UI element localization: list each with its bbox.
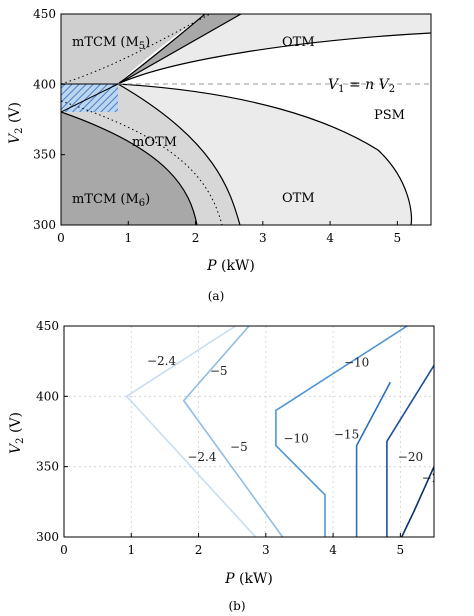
x-tick-label-b: 1: [127, 543, 135, 557]
axes-frame-a: [60, 13, 432, 226]
panel-a: 0 1 2 3 4 5 300 350 400 450 mTCM (M5) OTM mOTM mT…: [7, 7, 432, 303]
boundary-dotted-lower: [61, 100, 223, 225]
contour-line: [182, 326, 284, 537]
contour-label: −5: [230, 440, 248, 454]
region-mtcm5: [61, 14, 205, 84]
contour-line: [355, 381, 392, 537]
panel-b: −2.4 −5 −10 −15 −20 −2.4 −5 −10 −2 0 1 2 3 4 5 300 350 4…: [8, 319, 440, 613]
contour-line: [125, 326, 257, 537]
x-tick-label-a: 0: [57, 231, 65, 245]
contour-line: [400, 466, 434, 537]
contour-label: −15: [334, 427, 359, 441]
boundary-dotted-upper: [61, 14, 211, 85]
axis-ticks-a: 0 1 2 3 4 5 300 350 400 450: [33, 7, 401, 245]
boundary-psm-upper: [117, 32, 431, 85]
axes-frame-b: [63, 325, 435, 538]
contour-label: −20: [398, 450, 423, 464]
region-label-otm-upper: OTM: [282, 35, 315, 50]
y-tick-label-b: 300: [36, 530, 59, 544]
contour-label: −2: [422, 471, 440, 485]
contour-label: −2.4: [147, 354, 177, 368]
y-tick-label-a: 300: [33, 218, 56, 232]
y-tick-label-b: 450: [36, 319, 59, 333]
contour-label: −2.4: [187, 450, 217, 464]
caption-a: (a): [208, 289, 225, 303]
plot-background-b: [64, 326, 434, 537]
x-tick-label-b: 3: [262, 543, 270, 557]
boundary-upper-inner: [117, 14, 206, 85]
x-tick-label-a: 5: [394, 231, 402, 245]
contour-line: [275, 326, 408, 537]
x-tick-label-b: 0: [60, 543, 68, 557]
region-label-mtcm6: mTCM (M6): [72, 192, 150, 209]
x-tick-label-b: 2: [195, 543, 203, 557]
x-axis-label-b: P (kW): [224, 571, 273, 587]
y-tick-label-a: 350: [33, 148, 56, 162]
contour-line: [386, 364, 434, 537]
axis-ticks-b: 0 1 2 3 4 5 300 350 400 450: [36, 319, 404, 557]
region-label-motm: mOTM: [132, 135, 177, 150]
boundary-motm-otm: [117, 83, 241, 225]
y-tick-label-b: 400: [36, 389, 59, 403]
contour-lines: [125, 326, 434, 537]
contour-label: −10: [344, 356, 369, 370]
x-tick-label-a: 4: [326, 231, 334, 245]
x-tick-label-a: 1: [124, 231, 132, 245]
contour-label: −10: [283, 432, 308, 446]
region-label-otm-lower: OTM: [282, 191, 315, 206]
y-tick-label-a: 450: [33, 7, 56, 21]
y-axis-label-b: V2 (V): [8, 412, 26, 454]
x-tick-label-b: 4: [329, 543, 337, 557]
x-axis-label-a: P (kW): [206, 258, 255, 274]
region-label-mtcm5: mTCM (M5): [72, 35, 150, 52]
y-tick-label-a: 400: [33, 77, 56, 91]
region-mtcm6: [61, 112, 197, 225]
reference-line-label: V1 = n V2: [328, 77, 395, 95]
boundary-hatch-bottom: [61, 83, 119, 113]
region-otm-lower: [118, 84, 412, 225]
region-label-psm: PSM: [374, 108, 405, 123]
contour-labels: −2.4 −5 −10 −15 −20 −2.4 −5 −10 −2: [147, 354, 440, 485]
x-tick-label-a: 3: [259, 231, 267, 245]
boundary-upper-outer: [117, 14, 242, 85]
y-axis-label-a: V2 (V): [7, 102, 25, 144]
caption-b: (b): [228, 599, 245, 613]
x-tick-label-a: 2: [192, 231, 200, 245]
region-otm-upper: [118, 14, 431, 84]
y-tick-label-b: 350: [36, 460, 59, 474]
contour-label: −5: [210, 364, 228, 378]
boundary-psm-lower: [117, 83, 413, 225]
region-motm: [61, 84, 240, 225]
boundary-mtcm6: [61, 111, 198, 225]
x-tick-label-b: 5: [397, 543, 405, 557]
